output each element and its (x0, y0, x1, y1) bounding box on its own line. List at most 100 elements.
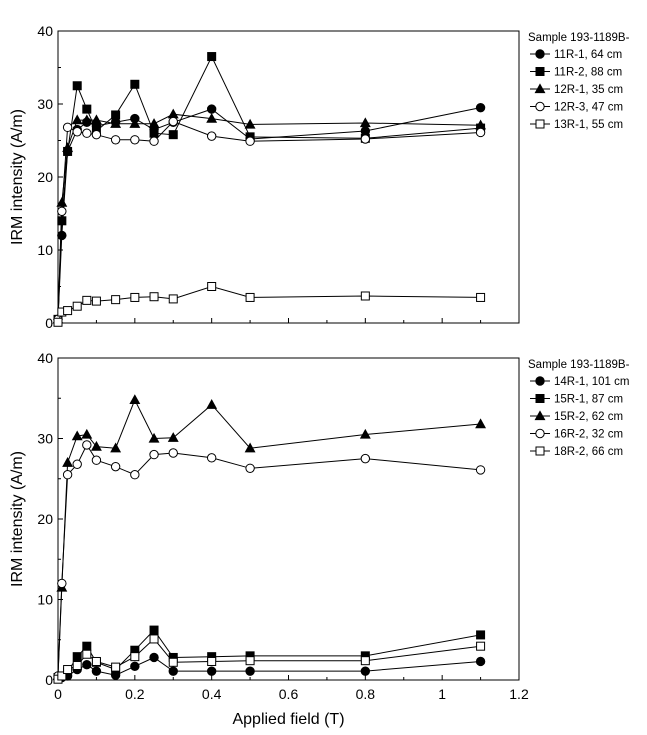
chart-panel-2: 0 10 20 30 40 0 0.2 0.4 0.6 0.8 1 1.2 IRM intensity … (9, 350, 630, 728)
data-point (168, 666, 178, 676)
x-tick-label: 0 (54, 686, 62, 702)
legend-marker (535, 446, 545, 456)
data-point (57, 671, 67, 681)
data-point (149, 449, 159, 460)
data-point (62, 470, 73, 480)
data-point (82, 649, 92, 659)
y-tick-label: 20 (37, 169, 53, 185)
data-point (91, 296, 101, 306)
legend-label: 15R-1, 87 cm (554, 394, 623, 406)
series-3 (52, 108, 487, 324)
legend-item: 15R-1, 87 cm (530, 394, 623, 406)
legend-item: 14R-1, 101 cm (530, 376, 629, 388)
data-point (72, 661, 82, 671)
data-point (244, 118, 256, 129)
series-5 (53, 634, 486, 684)
data-point (110, 135, 121, 145)
data-point (476, 641, 486, 651)
data-point (168, 116, 178, 127)
legend-item: 15R-2, 62 cm (530, 410, 623, 423)
series-line (57, 638, 481, 680)
data-point (82, 440, 92, 450)
x-tick-label: 0.6 (279, 686, 299, 702)
plot-frame (57, 30, 520, 324)
data-point (207, 282, 217, 291)
series-line (57, 55, 481, 320)
data-point (82, 295, 92, 305)
legend-marker (535, 119, 545, 129)
x-axis-title: Applied field (T) (232, 711, 344, 728)
y-tick-label: 10 (37, 592, 53, 608)
legend-label: 12R-3, 47 cm (554, 102, 623, 114)
data-point (167, 108, 179, 119)
legend-marker (534, 83, 546, 94)
data-point (90, 440, 102, 451)
series-4 (53, 440, 486, 681)
data-point (81, 114, 93, 125)
data-point (72, 459, 82, 469)
y-tick-label: 40 (37, 350, 53, 366)
data-point (130, 652, 140, 662)
data-point (111, 295, 121, 305)
data-point (82, 104, 92, 114)
y-tick-label: 10 (37, 242, 53, 258)
series-line (57, 398, 481, 677)
legend-label: 18R-2, 66 cm (554, 446, 623, 458)
legend: Sample 193-1189B- 11R-1, 64 cm 11R-2, 88 c… (528, 32, 630, 131)
series-line (57, 113, 481, 320)
data-point (244, 442, 256, 453)
data-point (149, 634, 159, 644)
plot-frame (57, 357, 520, 681)
data-point (71, 114, 83, 125)
series-2 (53, 52, 486, 324)
data-point (245, 463, 255, 473)
legend-item: 12R-3, 47 cm (530, 102, 623, 114)
data-point (63, 306, 73, 316)
data-point (360, 291, 370, 301)
data-point (91, 455, 102, 465)
y-axis-title: IRM intensity (A/m) (9, 451, 26, 587)
data-point (72, 81, 82, 91)
data-point (206, 131, 217, 141)
legend-item: 11R-2, 88 cm (530, 67, 622, 79)
data-point (110, 118, 122, 128)
data-point (82, 641, 92, 651)
y-tick-label: 0 (45, 672, 53, 688)
y-axis-title: IRM intensity (A/m) (9, 109, 26, 245)
data-point (168, 294, 178, 304)
y-tick-label: 20 (37, 511, 53, 527)
data-point (57, 578, 67, 589)
data-point (72, 301, 82, 311)
chart-panel-1: 0 10 20 30 40 IRM intensity (A/m) Sample 193-1… (9, 23, 630, 331)
data-point (71, 430, 83, 441)
data-point (359, 428, 371, 439)
data-point (111, 110, 121, 120)
data-point (360, 134, 371, 144)
data-point (130, 470, 140, 480)
data-point (245, 292, 255, 302)
legend-marker (535, 49, 545, 59)
y-tick-label: 30 (37, 96, 53, 112)
data-point (475, 127, 486, 138)
legend-item: 16R-2, 32 cm (530, 429, 623, 441)
x-tick-label: 1.2 (509, 686, 529, 702)
data-point (82, 660, 92, 670)
legend-label: 16R-2, 32 cm (554, 429, 623, 441)
data-point (130, 661, 140, 672)
data-point (360, 666, 371, 676)
data-point (168, 448, 178, 458)
data-point (72, 127, 82, 137)
legend-label: 14R-1, 101 cm (554, 376, 629, 388)
data-point (207, 656, 217, 666)
legend-label: 11R-2, 88 cm (554, 67, 622, 79)
legend-title: Sample 193-1189B- (528, 359, 630, 371)
data-point (62, 142, 74, 152)
data-point (168, 657, 178, 667)
y-tick-label: 30 (37, 431, 53, 447)
data-point (148, 118, 160, 128)
data-point (91, 666, 102, 676)
data-point (360, 656, 370, 666)
legend: Sample 193-1189B- 14R-1, 101 cm 15R-1, 87 … (528, 359, 630, 458)
data-point (149, 652, 159, 663)
